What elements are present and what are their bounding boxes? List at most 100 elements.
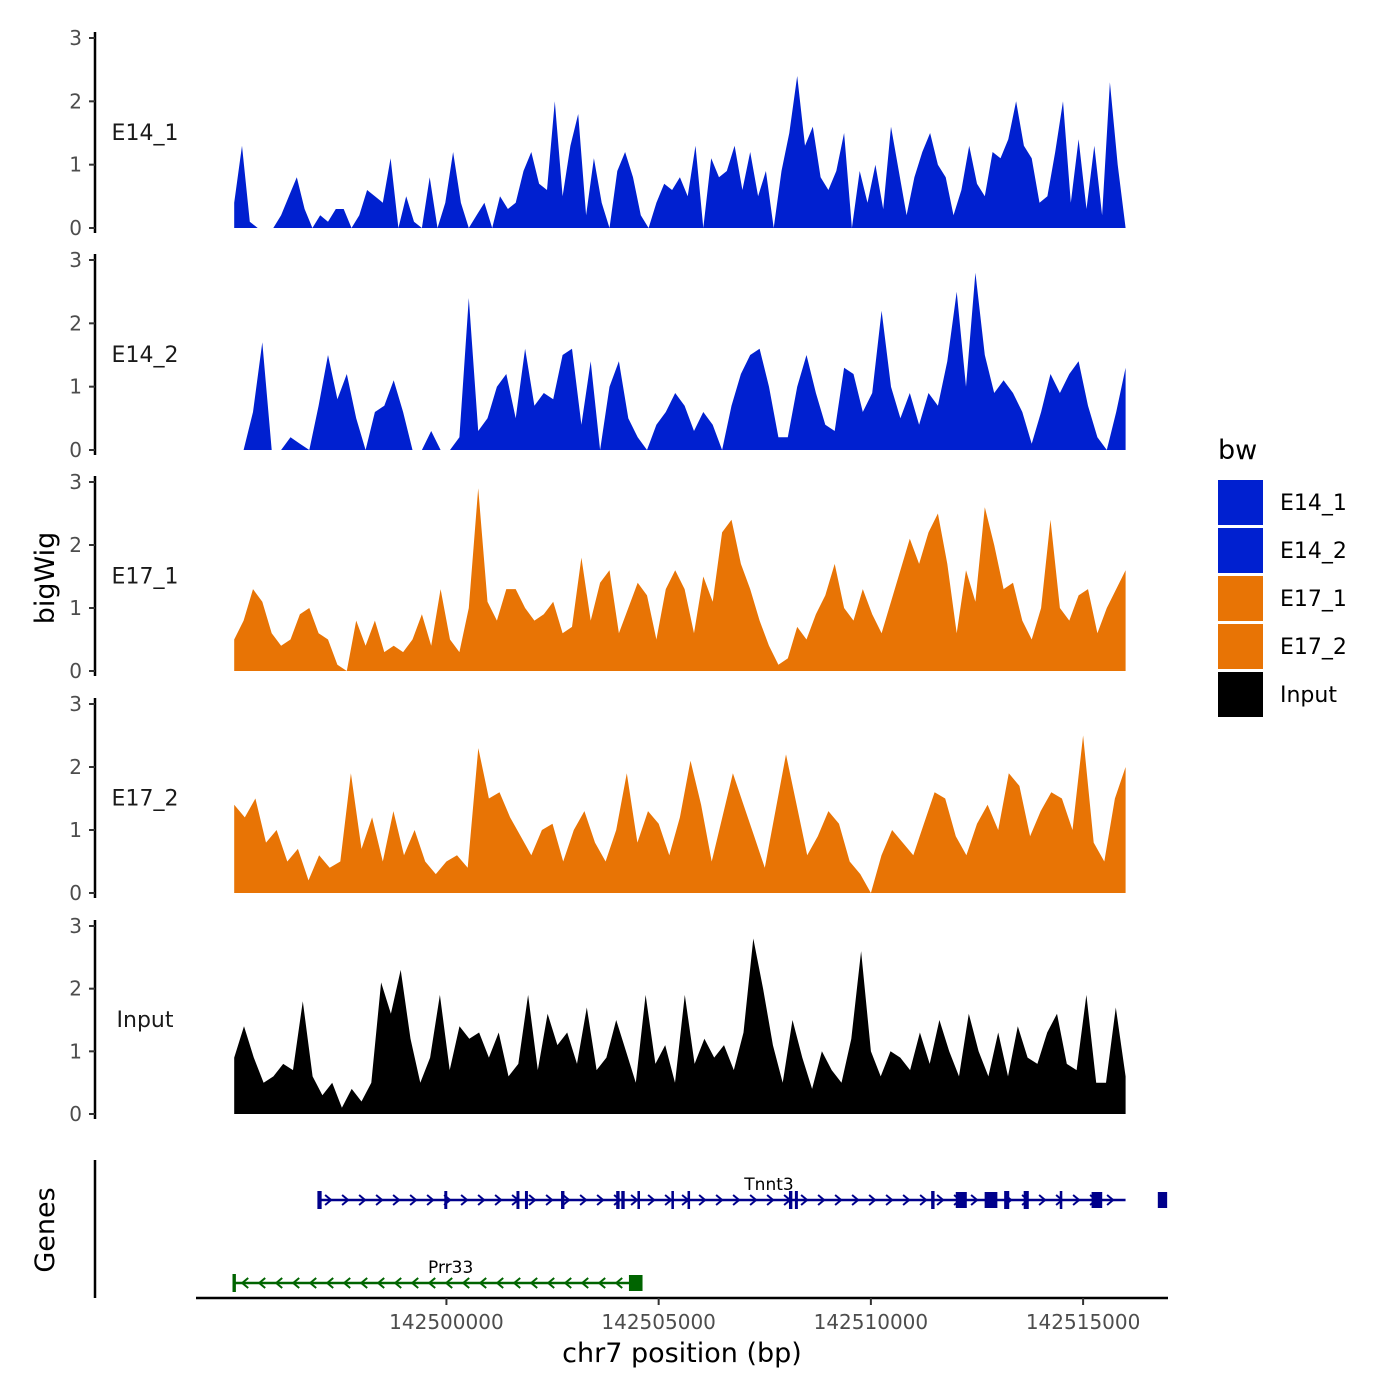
strand-arrow	[257, 1277, 266, 1289]
x-tick-label: 142500000	[389, 1310, 504, 1334]
exon	[621, 1191, 625, 1209]
y-tick-label: 3	[69, 26, 82, 50]
exon	[1023, 1191, 1029, 1209]
coverage-tracks: 0 1 2 3 E14_1 0 1 2 3 E14_2 0 1 2 3 E17_1 0 1 2 3 E17_2 0 1 2 3…	[69, 26, 1126, 1126]
exon	[1091, 1192, 1103, 1208]
strand-arrow	[1038, 1194, 1047, 1206]
exon	[317, 1191, 322, 1209]
legend: bw E14_1 E14_2 E17_1 E17_2 Input	[1218, 435, 1347, 717]
coverage-area-input	[234, 938, 1126, 1114]
coverage-area-e17_2	[234, 735, 1126, 893]
exon	[955, 1192, 967, 1208]
exon	[524, 1191, 528, 1209]
genes-axis-title: Genes	[30, 1187, 61, 1272]
strand-arrow	[529, 1277, 538, 1289]
strand-arrow	[817, 1194, 826, 1206]
track-label: Input	[117, 1008, 174, 1033]
coverage-area-e14_1	[234, 76, 1126, 228]
strand-arrow	[614, 1277, 623, 1289]
strand-arrow	[613, 1194, 622, 1206]
exon	[516, 1191, 520, 1209]
strand-arrow	[698, 1194, 707, 1206]
strand-arrow	[563, 1277, 572, 1289]
y-tick-label: 0	[69, 438, 82, 462]
y-tick-label: 3	[69, 692, 82, 716]
exon	[561, 1191, 565, 1209]
y-tick-label: 0	[69, 216, 82, 240]
strand-arrow	[376, 1277, 385, 1289]
strand-arrow	[324, 1194, 333, 1206]
strand-arrow	[970, 1194, 979, 1206]
strand-arrow	[800, 1194, 809, 1206]
strand-arrow	[936, 1194, 945, 1206]
strand-arrow	[834, 1194, 843, 1206]
strand-arrow	[409, 1194, 418, 1206]
strand-arrow	[528, 1194, 537, 1206]
exon	[794, 1191, 798, 1209]
y-tick-label: 0	[69, 1102, 82, 1126]
strand-arrow	[393, 1277, 402, 1289]
strand-arrow	[461, 1277, 470, 1289]
y-tick-label: 1	[69, 1039, 82, 1063]
track-label: E17_2	[112, 787, 179, 812]
strand-arrow	[902, 1194, 911, 1206]
track-input: 0 1 2 3 Input	[69, 914, 1126, 1126]
track-e17_1: 0 1 2 3 E17_1	[69, 470, 1126, 683]
strand-arrow	[341, 1194, 350, 1206]
y-tick-label: 3	[69, 470, 82, 494]
strand-arrow	[885, 1194, 894, 1206]
strand-arrow	[494, 1194, 503, 1206]
strand-arrow	[1106, 1194, 1115, 1206]
genes-panel: Tnnt3 Prr33	[93, 1160, 1168, 1298]
exon	[616, 1191, 620, 1209]
gene-label: Prr33	[428, 1258, 473, 1278]
y-tick-label: 1	[69, 818, 82, 842]
y-tick-label: 2	[69, 533, 82, 557]
x-tick-label: 142505000	[601, 1310, 716, 1334]
exon	[1004, 1191, 1010, 1209]
y-tick-label: 1	[69, 153, 82, 177]
legend-label: E17_2	[1280, 635, 1347, 660]
y-tick-label: 0	[69, 659, 82, 683]
legend-label: E14_1	[1280, 491, 1347, 516]
y-tick-label: 3	[69, 248, 82, 272]
strand-arrow	[477, 1194, 486, 1206]
strand-arrow	[495, 1277, 504, 1289]
exon	[637, 1191, 640, 1209]
strand-arrow	[579, 1194, 588, 1206]
y-tick-label: 2	[69, 311, 82, 335]
strand-arrow	[291, 1277, 300, 1289]
y-tick-label: 0	[69, 881, 82, 905]
gene-label: Tnnt3	[743, 1175, 793, 1195]
legend-label: Input	[1280, 683, 1337, 708]
exon	[628, 1275, 643, 1291]
strand-arrow	[546, 1277, 555, 1289]
legend-title: bw	[1218, 435, 1257, 466]
track-label: E14_2	[112, 343, 179, 368]
exon	[444, 1191, 448, 1209]
exon	[931, 1191, 935, 1209]
strand-arrow	[478, 1277, 487, 1289]
strand-arrow	[308, 1277, 317, 1289]
track-e14_2: 0 1 2 3 E14_2	[69, 248, 1126, 462]
strand-arrow	[596, 1194, 605, 1206]
coverage-area-e14_2	[234, 272, 1126, 450]
strand-arrow	[358, 1194, 367, 1206]
legend-swatch-e17_2	[1218, 624, 1263, 669]
y-tick-label: 3	[69, 914, 82, 938]
y-tick-label: 1	[69, 596, 82, 620]
strand-arrow	[630, 1194, 639, 1206]
x-tick-label: 142510000	[814, 1310, 929, 1334]
exon	[687, 1191, 691, 1209]
strand-arrow	[715, 1194, 724, 1206]
strand-arrow	[426, 1194, 435, 1206]
y-tick-label: 2	[69, 89, 82, 113]
y-tick-label: 2	[69, 755, 82, 779]
strand-arrow	[359, 1277, 368, 1289]
x-axis-title: chr7 position (bp)	[562, 1338, 802, 1369]
y-axis-title: bigWig	[30, 532, 61, 625]
exon	[232, 1274, 236, 1292]
x-tick-label: 142515000	[1026, 1310, 1141, 1334]
strand-arrow	[580, 1277, 589, 1289]
